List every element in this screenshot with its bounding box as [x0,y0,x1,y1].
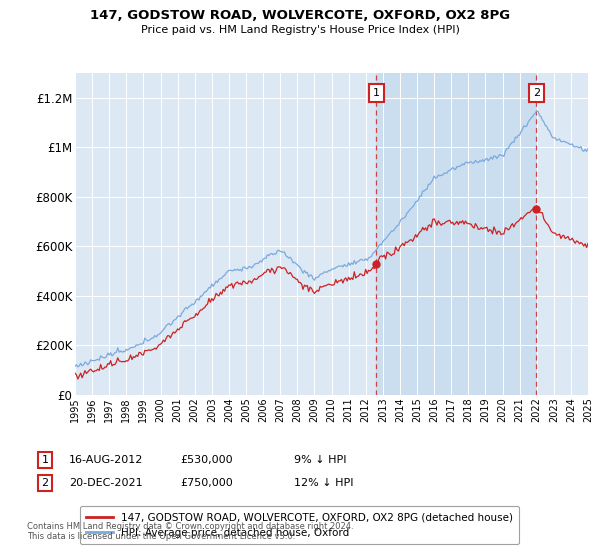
Text: 1: 1 [373,87,380,97]
Text: £750,000: £750,000 [180,478,233,488]
Text: 20-DEC-2021: 20-DEC-2021 [69,478,143,488]
Text: Price paid vs. HM Land Registry's House Price Index (HPI): Price paid vs. HM Land Registry's House … [140,25,460,35]
Text: 9% ↓ HPI: 9% ↓ HPI [294,455,347,465]
Text: Contains HM Land Registry data © Crown copyright and database right 2024.
This d: Contains HM Land Registry data © Crown c… [27,522,353,542]
Text: 12% ↓ HPI: 12% ↓ HPI [294,478,353,488]
Text: 147, GODSTOW ROAD, WOLVERCOTE, OXFORD, OX2 8PG: 147, GODSTOW ROAD, WOLVERCOTE, OXFORD, O… [90,9,510,22]
Bar [376,73,536,395]
Text: 16-AUG-2012: 16-AUG-2012 [69,455,143,465]
Text: 1: 1 [41,455,49,465]
Text: 2: 2 [533,87,540,97]
Legend: 147, GODSTOW ROAD, WOLVERCOTE, OXFORD, OX2 8PG (detached house), HPI: Average pr: 147, GODSTOW ROAD, WOLVERCOTE, OXFORD, O… [80,506,519,544]
Text: £530,000: £530,000 [180,455,233,465]
Text: 2: 2 [41,478,49,488]
